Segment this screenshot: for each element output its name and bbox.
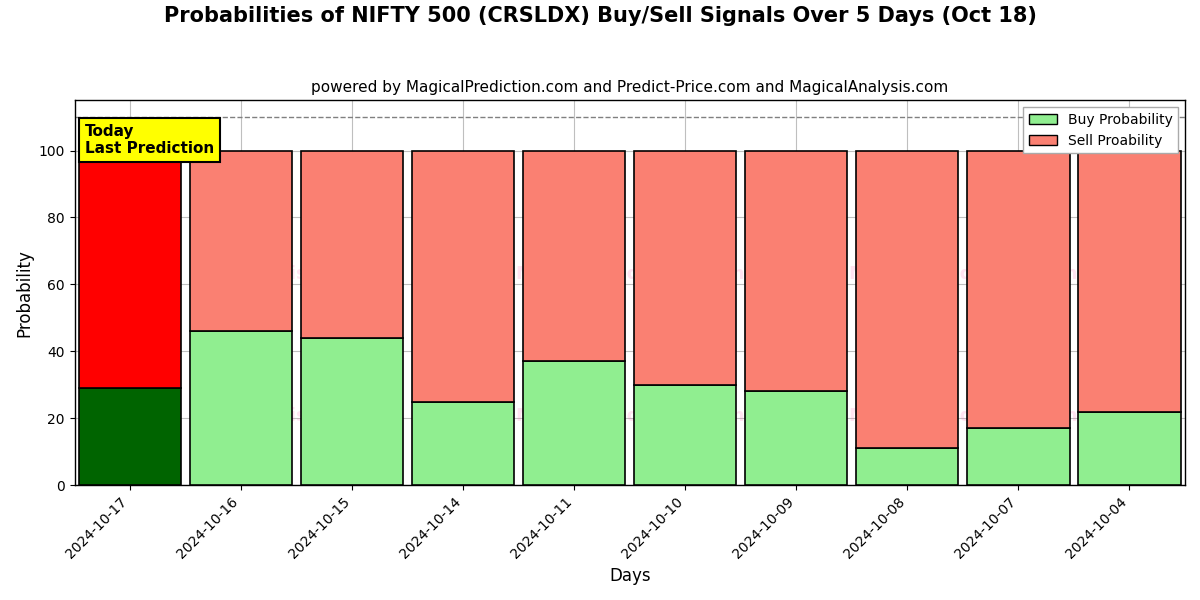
Bar xyxy=(190,151,293,331)
Text: calAnalysis.com: calAnalysis.com xyxy=(194,407,355,425)
Bar xyxy=(635,385,737,485)
Text: MagicalPrediction.com: MagicalPrediction.com xyxy=(515,265,744,283)
Text: calAnalysis.com: calAnalysis.com xyxy=(194,265,355,283)
Bar xyxy=(523,151,625,361)
Bar xyxy=(1079,151,1181,412)
Bar xyxy=(857,448,959,485)
Title: powered by MagicalPrediction.com and Predict-Price.com and MagicalAnalysis.com: powered by MagicalPrediction.com and Pre… xyxy=(311,80,948,95)
X-axis label: Days: Days xyxy=(610,567,650,585)
Bar xyxy=(301,338,403,485)
Bar xyxy=(79,388,181,485)
Bar xyxy=(523,361,625,485)
Y-axis label: Probability: Probability xyxy=(16,249,34,337)
Bar xyxy=(857,151,959,448)
Bar xyxy=(635,151,737,385)
Bar xyxy=(79,151,181,388)
Bar xyxy=(967,151,1069,428)
Legend: Buy Probability, Sell Proability: Buy Probability, Sell Proability xyxy=(1024,107,1178,154)
Text: MagicalPrediction.com: MagicalPrediction.com xyxy=(848,265,1078,283)
Text: MagicalPrediction.com: MagicalPrediction.com xyxy=(848,407,1078,425)
Text: MagicalPrediction.com: MagicalPrediction.com xyxy=(515,407,744,425)
Bar xyxy=(967,428,1069,485)
Bar xyxy=(412,401,515,485)
Bar xyxy=(1079,412,1181,485)
Text: Probabilities of NIFTY 500 (CRSLDX) Buy/Sell Signals Over 5 Days (Oct 18): Probabilities of NIFTY 500 (CRSLDX) Buy/… xyxy=(163,6,1037,26)
Text: Today
Last Prediction: Today Last Prediction xyxy=(85,124,214,156)
Bar xyxy=(745,391,847,485)
Bar xyxy=(301,151,403,338)
Bar xyxy=(745,151,847,391)
Bar xyxy=(412,151,515,401)
Bar xyxy=(190,331,293,485)
